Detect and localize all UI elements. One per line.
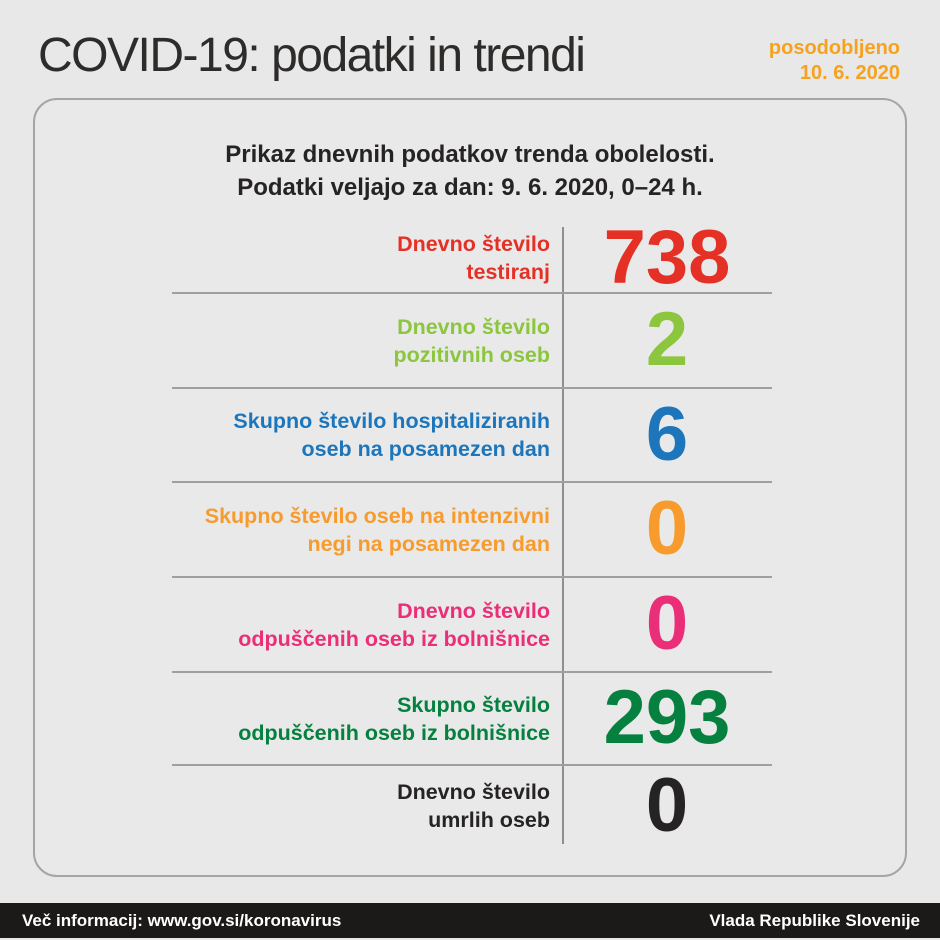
stats-card: Prikaz dnevnih podatkov trenda obolelost… <box>33 98 907 877</box>
footer-government-label: Vlada Republike Slovenije <box>709 910 920 930</box>
card-intro: Prikaz dnevnih podatkov trenda obolelost… <box>35 138 905 204</box>
stat-row-hospitalized: Skupno število hospitaliziranih oseb na … <box>172 389 772 483</box>
stat-value: 2 <box>645 297 689 383</box>
stat-row-daily-positive: Dnevno število pozitivnih oseb 2 <box>172 294 772 389</box>
footer-info-link[interactable]: Več informacij: www.gov.si/koronavirus <box>22 910 342 930</box>
stat-value: 0 <box>645 762 689 848</box>
stat-row-daily-tests: Dnevno število testiranj 738 <box>172 214 772 300</box>
card-intro-line1: Prikaz dnevnih podatkov trenda obolelost… <box>225 141 715 168</box>
stat-label-line1: Skupno število hospitaliziranih <box>233 409 550 433</box>
stat-label-line2: odpuščenih oseb iz bolnišnice <box>238 720 550 745</box>
stat-label-line2: negi na posamezen dan <box>307 531 550 556</box>
stat-label-line1: Dnevno število <box>397 780 550 804</box>
page-title: COVID-19: podatki in trendi <box>38 29 586 82</box>
vertical-divider <box>562 227 564 844</box>
stat-label: Skupno število odpuščenih oseb iz bolniš… <box>172 691 550 747</box>
updated-stamp: posodobljeno 10. 6. 2020 <box>769 36 900 86</box>
stat-row-total-discharged: Skupno število odpuščenih oseb iz bolniš… <box>172 673 772 766</box>
stat-label-line2: umrlih oseb <box>428 808 550 832</box>
stat-label-line1: Dnevno število <box>397 232 550 256</box>
stat-label: Dnevno število umrlih oseb <box>172 778 550 834</box>
stat-value: 0 <box>645 486 689 572</box>
stat-value: 738 <box>603 214 731 300</box>
stat-row-daily-deaths: Dnevno število umrlih oseb 0 <box>172 766 772 846</box>
stat-label-line1: Skupno število oseb na intenzivni <box>204 503 550 528</box>
stat-label-line2: odpuščenih oseb iz bolnišnice <box>238 626 550 651</box>
stat-label-line2: testiranj <box>466 260 550 284</box>
stat-label-line1: Dnevno število <box>397 598 550 623</box>
stat-label-line2: oseb na posamezen dan <box>301 437 550 461</box>
footer-bar: Več informacij: www.gov.si/koronavirus V… <box>0 903 940 938</box>
updated-label: posodobljeno <box>768 37 900 59</box>
stat-value: 293 <box>603 675 731 761</box>
stat-label-line1: Skupno število <box>397 692 550 717</box>
stat-label: Dnevno število testiranj <box>172 230 550 286</box>
stat-row-icu: Skupno število oseb na intenzivni negi n… <box>172 483 772 578</box>
stat-label-line1: Dnevno število <box>397 314 550 339</box>
stat-label-line2: pozitivnih oseb <box>393 342 550 367</box>
stat-label: Skupno število hospitaliziranih oseb na … <box>172 407 550 463</box>
stat-value: 0 <box>645 581 689 667</box>
stat-label: Skupno število oseb na intenzivni negi n… <box>172 502 550 558</box>
card-intro-line2: Podatki veljajo za dan: 9. 6. 2020, 0–24… <box>237 174 703 201</box>
stat-value: 6 <box>645 391 689 477</box>
stats-rows: Dnevno število testiranj 738 Dnevno štev… <box>172 214 772 846</box>
stat-label: Dnevno število pozitivnih oseb <box>172 313 550 369</box>
stat-label: Dnevno število odpuščenih oseb iz bolniš… <box>172 597 550 653</box>
updated-date: 10. 6. 2020 <box>799 62 900 84</box>
stat-row-daily-discharged: Dnevno število odpuščenih oseb iz bolniš… <box>172 578 772 673</box>
